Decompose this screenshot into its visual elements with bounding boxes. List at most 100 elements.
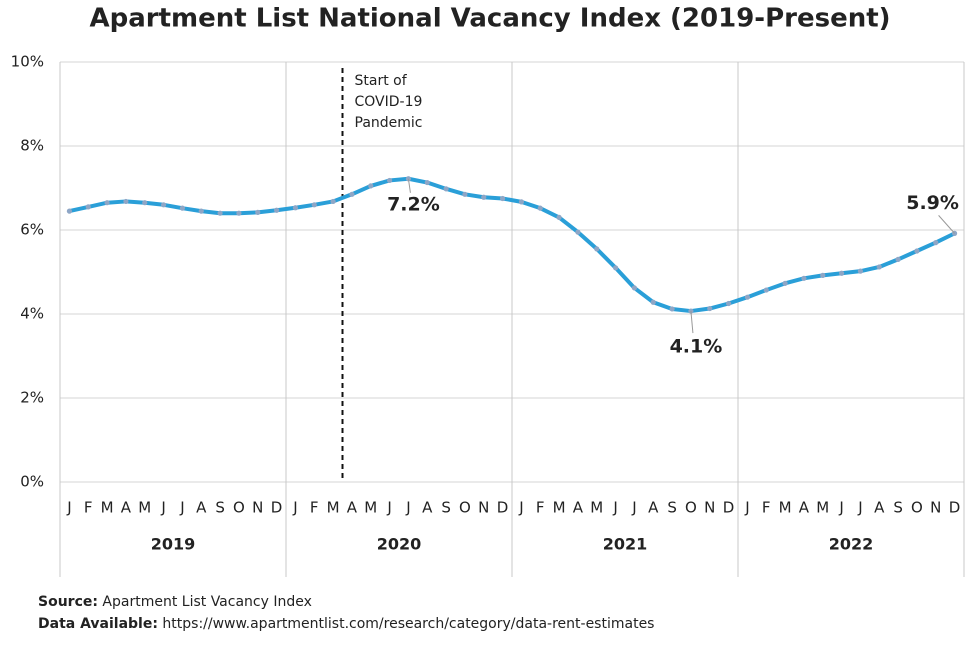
point	[499, 195, 506, 202]
year-label: 2020	[377, 535, 422, 554]
x-tick-label: J	[744, 499, 749, 517]
x-tick-label: M	[327, 499, 340, 517]
point	[481, 194, 487, 200]
annotation: COVID-19	[355, 94, 423, 110]
x-tick-label: J	[292, 499, 297, 517]
x-tick-label: A	[121, 499, 132, 517]
point	[198, 208, 204, 214]
year-label: 2021	[603, 535, 648, 554]
x-tick-label: N	[704, 499, 715, 517]
x-tick-label: M	[364, 499, 377, 517]
point	[782, 280, 788, 286]
x-tick-label: A	[196, 499, 207, 517]
point	[876, 264, 882, 270]
source: Source: Apartment List Vacancy Index	[38, 594, 312, 610]
point	[707, 305, 713, 312]
point	[160, 202, 167, 208]
x-tick-label: J	[386, 499, 391, 517]
point	[386, 177, 393, 184]
x-tick-label: A	[648, 499, 659, 517]
x-tick-label: O	[459, 499, 471, 517]
x-tick-label: A	[573, 499, 584, 517]
point	[631, 285, 638, 291]
series-line	[68, 176, 956, 314]
point	[895, 256, 901, 262]
x-tick-label: J	[160, 499, 165, 517]
point	[650, 299, 656, 305]
point	[462, 191, 468, 197]
point	[763, 287, 769, 293]
point	[255, 209, 261, 215]
label-leader	[407, 178, 411, 193]
x-tick-label: J	[66, 499, 71, 517]
point	[933, 240, 939, 246]
y-tick-label: 10%	[11, 53, 44, 71]
x-tick-label: M	[590, 499, 603, 517]
point	[179, 205, 186, 211]
point	[236, 210, 242, 216]
x-tick-label: M	[553, 499, 566, 517]
source-text: Apartment List Vacancy Index	[102, 594, 311, 610]
x-tick-label: M	[101, 499, 114, 517]
point	[556, 214, 562, 220]
source-label: Source:	[38, 594, 98, 610]
x-tick-label: A	[874, 499, 885, 517]
x-tick-label: D	[497, 499, 509, 517]
year-label: 2022	[829, 535, 874, 554]
point	[123, 198, 129, 205]
data-label: 5.9%	[906, 192, 959, 214]
point	[612, 265, 619, 271]
x-tick-label: J	[405, 499, 410, 517]
x-tick-label: F	[310, 499, 319, 517]
point	[537, 205, 543, 211]
point	[575, 229, 581, 235]
y-tick-label: 6%	[20, 221, 44, 239]
chart-title: Apartment List National Vacancy Index (2…	[89, 4, 890, 34]
y-tick-label: 8%	[20, 137, 44, 155]
x-tick-label: J	[838, 499, 843, 517]
point	[142, 200, 148, 206]
x-tick-label: M	[816, 499, 829, 517]
y-tick-label: 2%	[20, 389, 44, 407]
x-tick-label: S	[215, 499, 225, 517]
point	[914, 248, 920, 254]
x-tick-label: M	[779, 499, 792, 517]
point	[330, 198, 336, 205]
point	[349, 191, 355, 197]
x-tick-label: S	[667, 499, 677, 517]
x-tick-label: F	[84, 499, 93, 517]
label-leader	[690, 311, 694, 334]
point	[311, 202, 317, 208]
x-tick-label: F	[536, 499, 545, 517]
x-tick-label: D	[949, 499, 961, 517]
x-tick-label: J	[518, 499, 523, 517]
x-tick-label: N	[252, 499, 263, 517]
y-tick-label: 0%	[20, 473, 44, 491]
data-label: 7.2%	[387, 193, 440, 215]
year-label: 2019	[151, 535, 196, 554]
point	[217, 210, 223, 216]
point	[368, 183, 374, 189]
x-tick-label: J	[179, 499, 184, 517]
x-tick-label: A	[799, 499, 810, 517]
point	[443, 186, 449, 192]
point	[744, 294, 751, 300]
x-tick-label: M	[138, 499, 151, 517]
x-tick-label: O	[685, 499, 697, 517]
point	[66, 208, 73, 214]
point	[857, 268, 864, 274]
point	[405, 176, 412, 182]
label-leader	[938, 215, 955, 234]
x-tick-label: J	[857, 499, 862, 517]
point	[820, 272, 826, 278]
annotation: Pandemic	[355, 115, 423, 131]
point	[104, 200, 110, 206]
point	[669, 306, 675, 312]
y-tick-label: 4%	[20, 305, 44, 323]
point	[424, 179, 430, 186]
x-tick-label: A	[347, 499, 358, 517]
x-tick-label: J	[631, 499, 636, 517]
point	[273, 207, 280, 213]
x-tick-label: D	[271, 499, 283, 517]
